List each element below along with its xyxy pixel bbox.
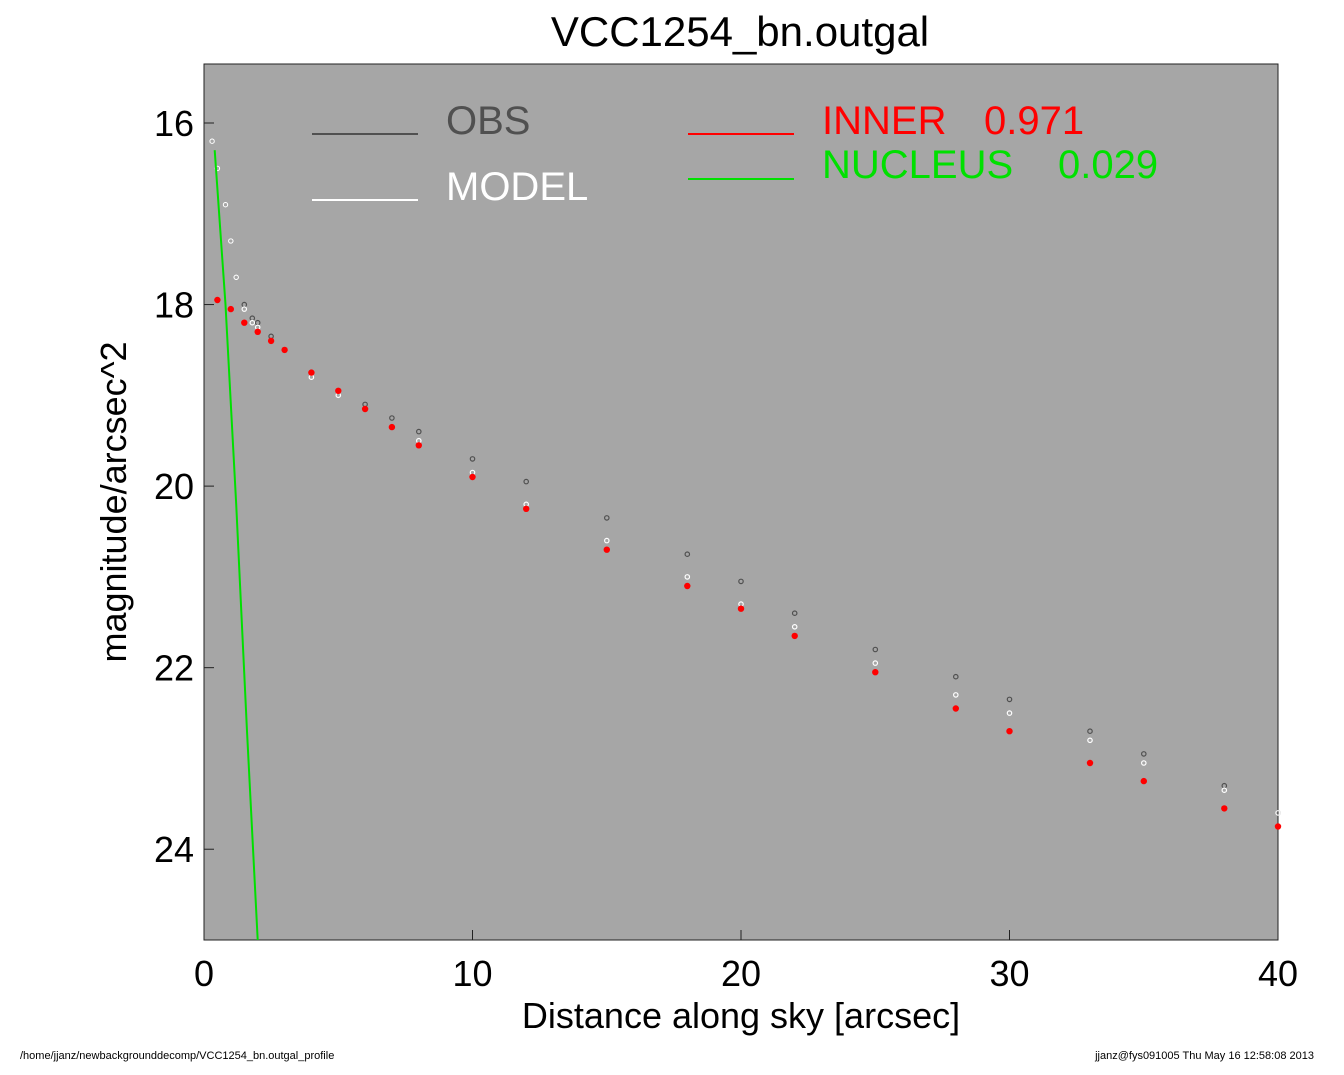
data-point-obs [1006,696,1013,703]
data-point-obs [1087,728,1093,735]
data-point-model [1087,737,1093,744]
data-point-inner [214,296,221,304]
footer-timestamp: jjanz@fys091005 Thu May 16 12:58:08 2013 [1095,1050,1314,1062]
data-point-obs [603,515,610,521]
data-point-model [209,138,215,145]
footer-file-path: /home/jjanz/newbackgrounddecomp/VCC1254_… [20,1050,335,1062]
data-point-model [1141,760,1147,766]
data-point-inner [1086,759,1094,767]
data-point-obs [389,415,395,421]
y-tick-label: 16 [154,103,194,144]
y-tick-label: 22 [154,648,194,689]
x-tick-label: 30 [989,953,1029,994]
data-point-inner [1274,823,1282,830]
data-point-model [1275,810,1281,816]
data-point-inner [241,319,248,326]
data-point-inner [415,442,422,449]
data-point-inner [469,473,476,481]
data-point-model [222,201,229,208]
data-point-obs [523,478,530,485]
data-point-inner [227,305,234,313]
y-axis-label: magnitude/arcsec^2 [93,341,134,662]
x-tick-label: 10 [452,953,492,994]
data-point-obs [952,673,959,680]
legend-label-inner: INNER [822,99,946,143]
x-tick-label: 0 [194,953,214,994]
data-point-model [1006,710,1013,716]
plot-area [203,63,1279,941]
x-tick-label: 20 [721,953,761,994]
data-point-inner [308,369,315,376]
data-point-obs [738,578,744,585]
data-point-obs [684,551,691,558]
data-point-model [233,274,240,281]
data-point-model [684,574,691,580]
data-point-obs [872,646,879,653]
y-tick-label: 20 [154,466,194,507]
data-point-inner [361,405,369,413]
data-point-inner [952,705,959,712]
data-point-inner [1221,805,1228,812]
legend-label-nucleus: NUCLEUS [822,143,1013,187]
data-point-model [791,623,798,630]
data-point-inner [254,328,261,335]
y-tick-label: 24 [154,829,194,870]
legend-value-inner: 0.971 [984,99,1084,143]
data-point-inner [791,632,798,640]
data-point-inner [737,605,745,612]
chart-title: VCC1254_bn.outgal [551,8,929,55]
data-point-model [872,660,879,666]
data-point-inner [523,505,530,512]
data-point-inner [388,423,396,431]
data-lines-layer [213,150,259,941]
x-tick-label: 40 [1258,953,1298,994]
data-point-model [603,537,610,544]
data-point-inner [684,582,691,590]
data-point-inner [281,346,288,354]
data-point-obs [469,456,476,462]
data-point-model [228,238,234,244]
data-point-model [241,306,248,312]
data-point-inner [335,387,342,394]
axis-ticks-layer: 0 10 20 30 40 16 18 20 22 24 [154,103,1298,994]
data-point-inner [603,546,610,553]
data-point-inner [872,669,879,676]
data-point-model [952,692,959,698]
legend: OBS MODEL INNER 0.971 NUCLEUS 0.029 [312,99,1158,209]
data-point-model [1221,787,1228,794]
data-point-inner [267,337,275,345]
legend-label-model: MODEL [446,165,588,209]
data-point-model [249,319,256,326]
x-axis-label: Distance along sky [arcsec] [522,995,960,1036]
data-point-inner [1140,777,1148,785]
legend-value-nucleus: 0.029 [1058,143,1158,187]
data-point-obs [415,428,422,435]
y-tick-label: 18 [154,285,194,326]
data-point-inner [1006,728,1013,735]
data-point-obs [791,610,798,617]
series-line-nucleus [213,150,259,941]
legend-label-obs: OBS [446,99,530,143]
data-point-obs [1141,751,1147,757]
